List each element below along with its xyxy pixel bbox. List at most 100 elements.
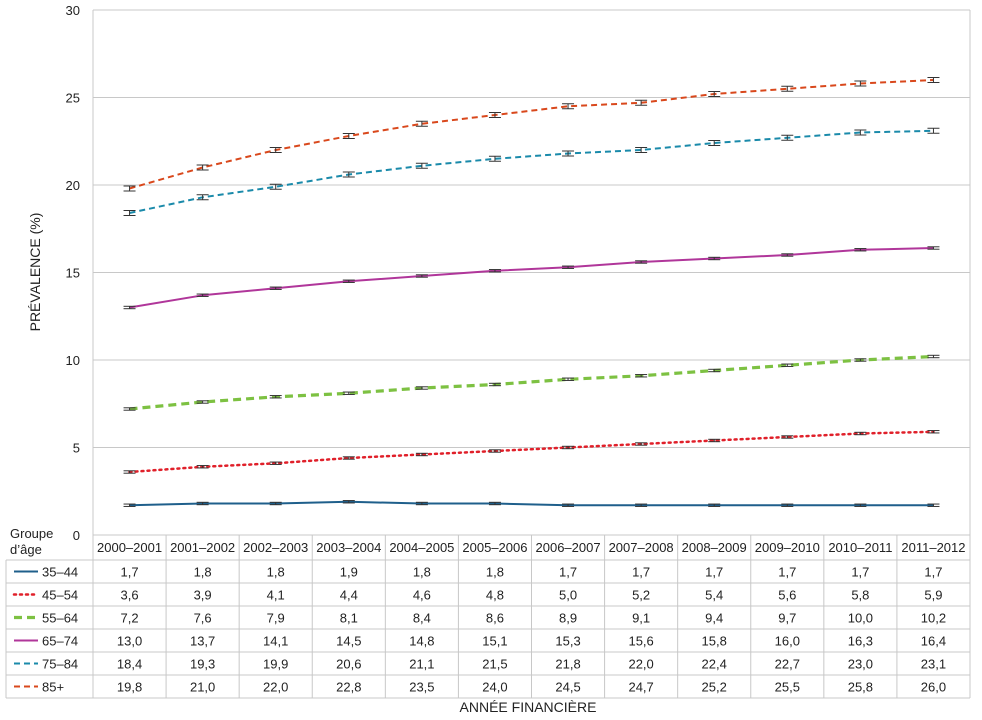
table-cell: 9,4 xyxy=(705,611,723,626)
error-bar xyxy=(488,382,501,387)
y-tick-label: 25 xyxy=(66,91,80,106)
error-bar xyxy=(635,503,648,507)
table-cell: 1,7 xyxy=(778,565,796,580)
error-bar xyxy=(562,503,575,507)
table-cell: 1,7 xyxy=(851,565,869,580)
x-tick-label: 2001–2002 xyxy=(170,540,235,555)
error-bar xyxy=(562,377,575,381)
table-cell: 1,7 xyxy=(632,565,650,580)
legend-label: 45–54 xyxy=(42,588,78,603)
table-cell: 14,5 xyxy=(336,634,361,649)
y-axis-label: PRÉVALENCE (%) xyxy=(27,213,43,332)
error-bar xyxy=(781,363,794,367)
series-line-3 xyxy=(129,247,934,309)
table-cell: 1,8 xyxy=(486,565,504,580)
x-tick-label: 2007–2008 xyxy=(609,540,674,555)
error-bar xyxy=(123,305,136,310)
table-cell: 16,3 xyxy=(848,634,873,649)
error-bar xyxy=(854,503,867,507)
table-cell: 19,9 xyxy=(263,657,288,672)
error-bar xyxy=(123,503,136,507)
table-cell: 15,3 xyxy=(555,634,580,649)
error-bar xyxy=(342,133,355,139)
table-cell: 8,1 xyxy=(340,611,358,626)
table-cell: 3,6 xyxy=(121,588,139,603)
table-cell: 1,8 xyxy=(413,565,431,580)
table-cell: 13,0 xyxy=(117,634,142,649)
table-cell: 15,6 xyxy=(628,634,653,649)
table-cell: 22,0 xyxy=(628,657,653,672)
table-cell: 21,8 xyxy=(555,657,580,672)
table-cell: 21,1 xyxy=(409,657,434,672)
error-bar xyxy=(562,445,575,450)
error-bar xyxy=(927,77,940,83)
error-bar xyxy=(635,260,648,264)
error-bar xyxy=(927,354,940,359)
table-cell: 4,4 xyxy=(340,588,358,603)
grid-lines xyxy=(92,9,971,536)
table-cell: 15,1 xyxy=(482,634,507,649)
error-bar xyxy=(415,274,428,278)
table-cell: 10,0 xyxy=(848,611,873,626)
table-cell: 7,2 xyxy=(121,611,139,626)
error-bar xyxy=(781,85,794,92)
legend-label: 55–64 xyxy=(42,611,78,626)
error-bar xyxy=(196,501,209,506)
error-bar xyxy=(708,503,721,507)
table-cell: 8,6 xyxy=(486,611,504,626)
y-tick-label: 15 xyxy=(66,266,80,281)
error-bar xyxy=(196,164,209,171)
error-bar xyxy=(708,438,721,443)
error-bar xyxy=(269,147,282,153)
error-bar xyxy=(562,103,575,110)
error-bar xyxy=(927,127,940,134)
series-line-5 xyxy=(129,79,934,190)
error-bar xyxy=(342,279,355,283)
table-cell: 1,7 xyxy=(121,565,139,580)
data-table: Groupe d’âge 2000–2001 2001–2002 2002–2003 20… xyxy=(5,526,971,699)
error-bar xyxy=(781,503,794,507)
legend-label: 85+ xyxy=(42,680,64,695)
table-cell: 23,5 xyxy=(409,680,434,695)
error-bar xyxy=(708,368,721,373)
table-cell: 20,6 xyxy=(336,657,361,672)
series-line-0 xyxy=(129,500,934,507)
table-cell: 23,0 xyxy=(848,657,873,672)
series-lines xyxy=(128,79,935,507)
table-cell: 1,9 xyxy=(340,565,358,580)
table-cell: 25,8 xyxy=(848,680,873,695)
error-bar xyxy=(415,120,428,127)
table-cell: 14,8 xyxy=(409,634,434,649)
error-bar xyxy=(488,155,501,162)
table-cell: 7,9 xyxy=(267,611,285,626)
error-bar xyxy=(854,248,867,252)
table-cell: 9,1 xyxy=(632,611,650,626)
y-tick-label: 0 xyxy=(73,528,80,543)
table-cell: 24,7 xyxy=(628,680,653,695)
y-tick-label: 10 xyxy=(66,353,80,368)
x-tick-label: 2004–2005 xyxy=(389,540,454,555)
table-cell: 4,1 xyxy=(267,588,285,603)
table-cell: 9,7 xyxy=(778,611,796,626)
y-axis-ticks: 0 5 10 15 20 25 30 xyxy=(66,3,80,543)
error-bar xyxy=(562,150,575,157)
error-bar xyxy=(342,500,355,504)
table-cell: 1,8 xyxy=(267,565,285,580)
error-bar xyxy=(269,395,282,399)
x-tick-label: 2002–2003 xyxy=(243,540,308,555)
error-bar xyxy=(196,400,209,404)
legend-label: 75–84 xyxy=(42,657,78,672)
error-bar xyxy=(342,171,355,178)
series-line-1 xyxy=(128,430,935,474)
error-bar xyxy=(269,461,282,465)
error-bar xyxy=(342,391,355,395)
table-cell: 22,4 xyxy=(702,657,727,672)
table-cell: 23,1 xyxy=(921,657,946,672)
table-cell: 5,2 xyxy=(632,588,650,603)
table-group-header-line: d’âge xyxy=(10,542,42,557)
table-cell: 3,9 xyxy=(194,588,212,603)
table-cell: 13,7 xyxy=(190,634,215,649)
error-bar xyxy=(415,162,428,169)
x-tick-label: 2010–2011 xyxy=(828,540,892,555)
